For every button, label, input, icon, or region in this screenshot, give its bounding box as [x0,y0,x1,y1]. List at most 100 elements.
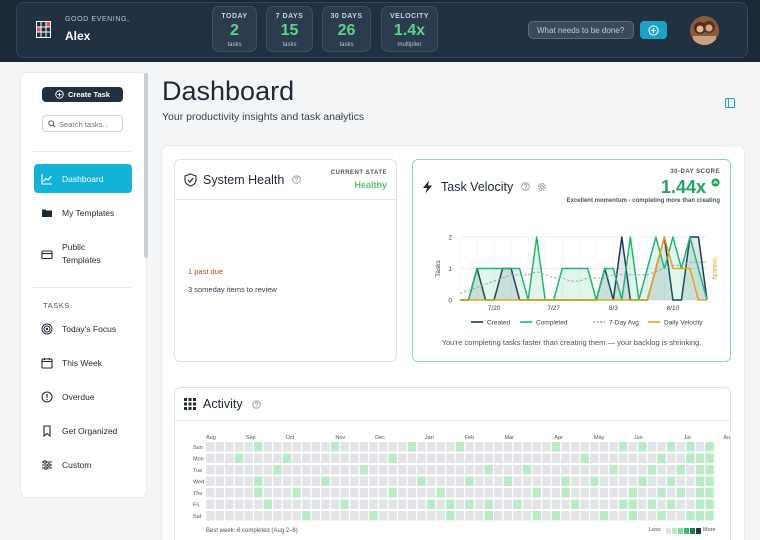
heatmap-cell [311,511,321,521]
heatmap-cell [676,499,685,509]
heatmap-cell [340,442,349,452]
heatmap-cell [350,488,359,498]
heatmap-cell [369,476,378,486]
heatmap-cell [484,511,493,521]
heatmap-cell [225,465,234,475]
nav-my-templates[interactable]: My Templates [34,206,132,220]
heatmap-cell [446,453,455,463]
heatmap-cell [666,476,676,486]
heatmap-cell [225,499,234,509]
legend-swatch [678,528,683,534]
heatmap-cell [618,511,628,521]
heatmap-cell [215,476,225,486]
quick-task-input[interactable] [528,21,634,39]
user-name: Alex [65,29,91,43]
heatmap-cell [254,476,263,486]
someday-count[interactable]: 3 someday items to review [188,285,277,294]
folder-icon [42,209,52,217]
nav-dashboard[interactable]: Dashboard [34,164,132,193]
heatmap-cell [494,511,503,521]
help-icon[interactable] [252,400,261,409]
heatmap-cell [426,511,436,521]
month-label: Aug [723,435,730,441]
search-input[interactable] [59,118,121,130]
heatmap-cell [628,488,637,498]
heatmap-cell [321,442,330,452]
heatmap-cell [206,499,215,509]
heatmap-cell [311,499,321,509]
heatmap-cell [263,511,273,521]
heatmap-cell [369,488,378,498]
heatmap-cell [695,453,705,463]
heatmap-cell [215,465,225,475]
heatmap-cell [618,465,628,475]
heatmap-cell [446,442,455,452]
month-label: May [594,435,605,441]
legend-label: Created [487,319,511,326]
heatmap-cell [282,442,292,452]
stat-7-days: 7 DAYS 15 tasks [266,6,313,52]
heatmap-cell [302,488,311,498]
heatmap-cell [580,499,589,509]
heatmap-cell [628,476,637,486]
heatmap-cell [330,476,340,486]
heatmap-cell [532,511,541,521]
gear-icon[interactable] [537,182,547,192]
heatmap-cell [686,488,695,498]
nav-get-organized[interactable]: Get Organized [34,424,132,438]
heatmap-cell [522,511,532,521]
help-icon[interactable] [521,182,530,191]
nav-label: Today's Focus [62,324,117,334]
heatmap-cell [244,465,253,475]
heatmap-cell [282,511,292,521]
nav-todays-focus[interactable]: Today's Focus [34,322,132,336]
nav-public-templates[interactable]: Public Templates [34,240,132,268]
heatmap-cell [465,476,474,486]
nav-custom[interactable]: Custom [34,458,132,472]
heatmap-cell [484,453,493,463]
heatmap-cell [522,465,532,475]
heatmap-cell [263,453,273,463]
nav-overdue[interactable]: Overdue [34,390,132,404]
create-task-button[interactable]: Create Task [42,87,123,102]
heatmap-cell [599,442,609,452]
heatmap-cell [618,476,628,486]
heatmap-cell [359,476,369,486]
heatmap-cell [542,476,551,486]
search-icon [48,120,56,128]
heatmap-cell [388,499,397,509]
heatmap-cell [628,453,637,463]
heatmap-cell [647,499,657,509]
heatmap-cell [570,499,580,509]
heatmap-cell [542,488,551,498]
avatar[interactable] [690,16,719,45]
heatmap-cell [532,453,541,463]
heatmap-cell [321,499,330,509]
heatmap-cell [292,476,301,486]
past-due-count[interactable]: 1 past due [188,267,224,276]
help-icon[interactable] [292,175,301,184]
heatmap-cell [407,465,417,475]
heatmap-cell [522,453,532,463]
heatmap-cell [426,453,436,463]
heatmap-cell [513,442,522,452]
legend-less-label: Less [649,527,661,533]
heatmap-cell [551,499,561,509]
heatmap-cell [513,488,522,498]
heatmap-cell [551,511,561,521]
heatmap-cell [494,476,503,486]
heatmap-cell [234,511,244,521]
heatmap-cell [590,453,599,463]
y2-axis-label: Velocity [711,257,718,280]
nav-label: Get Organized [62,426,118,436]
legend-label: 7-Day Avg [609,319,639,326]
sidebar-scrollbar[interactable] [144,73,148,258]
quick-add-button[interactable] [640,21,667,39]
heatmap-cell [455,453,465,463]
heatmap-cell [484,465,493,475]
nav-this-week[interactable]: This Week [34,356,132,370]
panel-toggle-icon[interactable] [725,98,735,108]
stat-value: 1.4x [393,22,426,39]
y-tick-label: 1 [448,266,452,273]
heatmap-cell [465,488,474,498]
